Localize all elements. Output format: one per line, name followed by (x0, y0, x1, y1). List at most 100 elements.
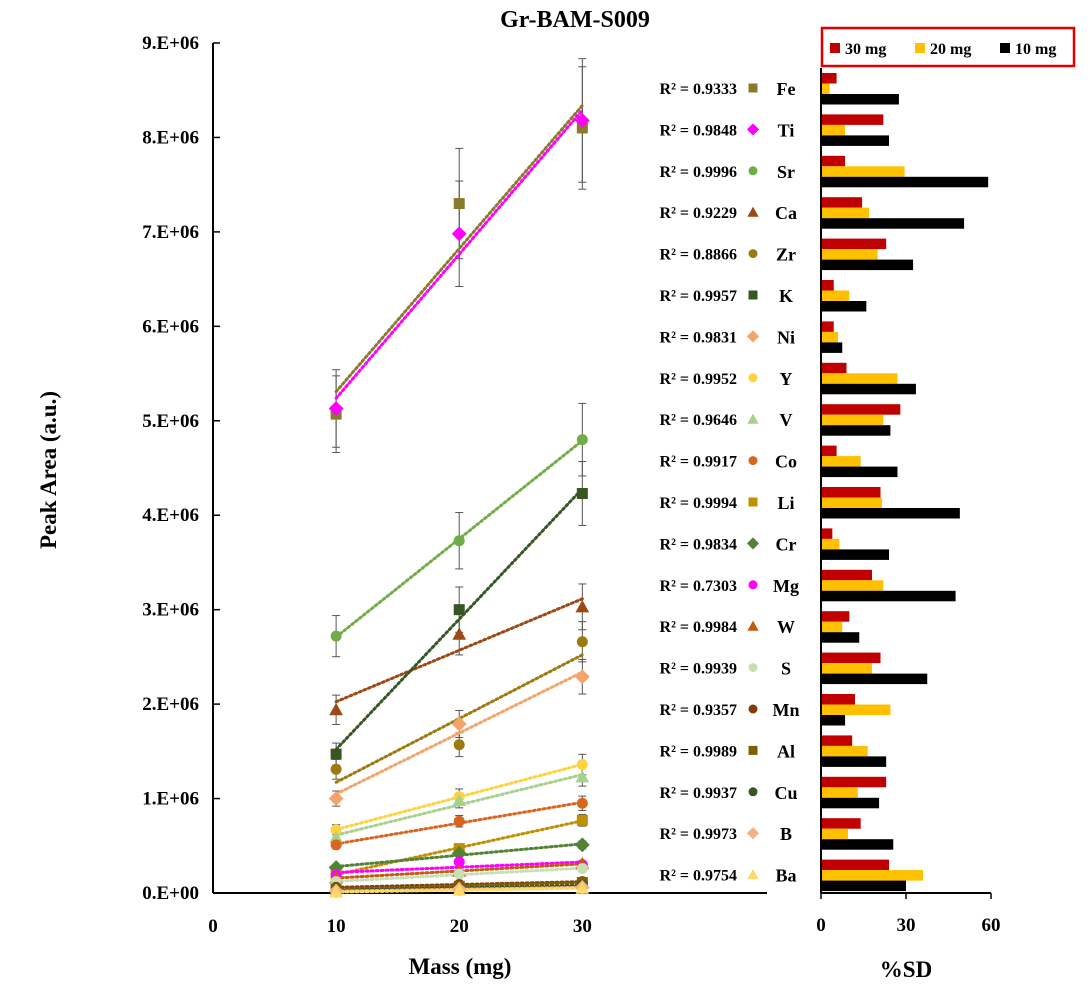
y-tick-label: 4.E+06 (142, 505, 199, 526)
x-tick-label: 0 (208, 916, 218, 937)
r2-label-ba: R² = 0.9754 (660, 868, 737, 885)
bar-x-tick-label: 60 (982, 915, 1001, 936)
bar-cu-30-mg (821, 776, 887, 788)
element-label-al: Al (777, 741, 795, 761)
bar-ba-10-mg (821, 880, 906, 892)
bar-cu-10-mg (821, 797, 880, 809)
bar-al-10-mg (821, 756, 887, 767)
data-point-ba (329, 885, 343, 898)
r2-label-b: R² = 0.9973 (660, 826, 737, 843)
bar-sr-20-mg (821, 166, 905, 177)
y-tick-label: 7.E+06 (142, 222, 199, 243)
bar-fe-10-mg (821, 94, 899, 105)
element-label-sr: Sr (777, 162, 795, 182)
trendline-k (334, 487, 584, 751)
r2-label-v: R² = 0.9646 (660, 412, 737, 429)
y-axis-label: Peak Area (a.u.) (36, 391, 61, 549)
data-point-cr (328, 860, 344, 875)
data-point-co (330, 839, 342, 851)
bar-y-30-mg (821, 362, 847, 374)
bar-k-10-mg (821, 301, 867, 312)
r2-label-k: R² = 0.9957 (660, 288, 737, 305)
element-label-v: V (780, 410, 793, 430)
r2-label-s: R² = 0.9939 (660, 661, 737, 678)
legend-label-30mg: 30 mg (845, 41, 886, 58)
legend-marker-ti (746, 123, 760, 136)
bar-ni-30-mg (821, 321, 834, 332)
legend-marker-ba (747, 868, 759, 880)
bar-mg-10-mg (821, 590, 956, 602)
x-tick-label: 10 (327, 916, 346, 937)
r2-label-cr: R² = 0.9834 (660, 536, 737, 553)
bar-b-20-mg (821, 828, 848, 840)
r2-label-ti: R² = 0.9848 (660, 122, 737, 139)
chart-title: Gr-BAM-S009 (500, 7, 650, 33)
bar-ba-30-mg (821, 859, 889, 871)
trendline-fe (334, 103, 584, 394)
bar-s-30-mg (821, 652, 881, 664)
bar-mn-20-mg (821, 704, 891, 715)
element-label-s: S (781, 659, 791, 679)
r2-label-w: R² = 0.9984 (660, 619, 737, 636)
bar-b-30-mg (821, 818, 861, 829)
bar-ti-20-mg (821, 124, 846, 136)
y-tick-label: 2.E+06 (142, 694, 199, 715)
bar-cu-20-mg (821, 787, 858, 798)
legend-marker-b (746, 827, 760, 840)
bar-co-30-mg (821, 445, 837, 457)
bar-ni-10-mg (821, 342, 843, 353)
legend-marker-cr (746, 537, 760, 550)
legend-marker-mg (748, 580, 758, 590)
element-label-column: R² = 0.9333 Fe R² = 0.9848 Ti R² = 0.9996 Sr R… (660, 79, 800, 886)
data-point-ti (451, 226, 467, 242)
bar-al-30-mg (821, 735, 853, 746)
bar-ca-20-mg (821, 207, 870, 219)
element-label-b: B (780, 824, 792, 844)
y-tick-label: 1.E+06 (142, 789, 199, 810)
r2-label-cu: R² = 0.9937 (660, 785, 737, 802)
x-axis-label: Mass (mg) (409, 954, 512, 979)
bar-co-20-mg (821, 456, 861, 467)
bar-k-20-mg (821, 290, 850, 301)
element-label-co: Co (775, 452, 797, 472)
legend-marker-zr (748, 249, 758, 259)
bar-ba-20-mg (821, 870, 923, 881)
bar-x-tick-label: 30 (897, 915, 916, 936)
trendline-ti (334, 108, 584, 400)
r2-label-zr: R² = 0.8866 (660, 247, 737, 264)
data-point-cr (451, 845, 467, 861)
element-label-cu: Cu (774, 783, 797, 803)
legend-marker-sr (748, 166, 758, 176)
data-point-zr (576, 636, 588, 648)
data-point-ca (329, 702, 343, 716)
bar-li-10-mg (821, 508, 960, 519)
data-point-sr (576, 434, 588, 446)
legend-frame (820, 26, 1076, 68)
legend-marker-co (748, 456, 758, 466)
x-tick-label: 20 (450, 916, 469, 937)
data-point-v (329, 830, 343, 843)
bar-sr-10-mg (821, 176, 989, 188)
element-label-li: Li (777, 493, 794, 513)
bar-co-10-mg (821, 466, 898, 478)
bar-al-20-mg (821, 745, 868, 757)
data-point-fe (453, 198, 465, 210)
bar-y-20-mg (821, 373, 898, 384)
bar-mg-20-mg (821, 580, 884, 591)
bar-mn-10-mg (821, 715, 846, 726)
r2-label-al: R² = 0.9989 (660, 743, 737, 760)
element-label-ca: Ca (775, 203, 797, 223)
trendline-ni (334, 670, 584, 796)
legend-marker-s (748, 663, 758, 673)
element-label-ni: Ni (777, 327, 795, 347)
data-point-fe (576, 122, 588, 134)
element-label-cr: Cr (776, 534, 797, 554)
bar-zr-30-mg (821, 238, 887, 250)
bar-w-10-mg (821, 632, 860, 643)
r2-label-sr: R² = 0.9996 (660, 164, 737, 181)
data-point-ti (574, 113, 590, 128)
bar-ti-30-mg (821, 114, 884, 125)
sd-bar-plot-area: 0 30 60 (816, 68, 1001, 936)
legend-marker-v (747, 413, 759, 424)
